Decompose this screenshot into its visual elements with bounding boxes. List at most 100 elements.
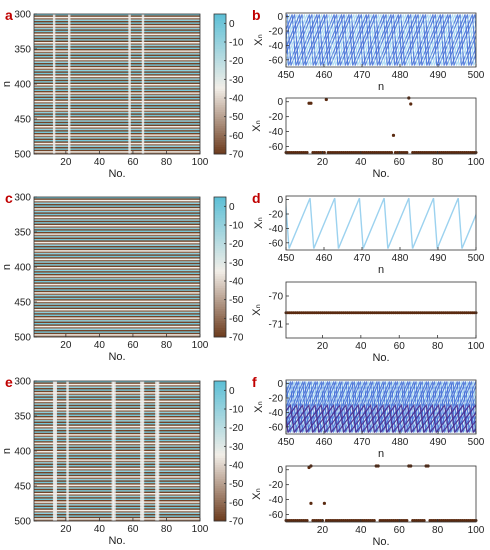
heatmap-row xyxy=(34,493,200,495)
colorbar-segment xyxy=(214,467,226,470)
heatmap-row xyxy=(34,316,200,318)
heatmap-column-cell xyxy=(111,504,115,506)
heatmap-column-cell xyxy=(52,39,56,41)
heatmap-column-cell xyxy=(111,487,115,489)
heatmap-column-cell xyxy=(52,470,56,472)
x-tick-label: 60 xyxy=(127,340,139,351)
heatmap-row xyxy=(34,514,200,516)
heatmap-column-cell xyxy=(140,465,143,467)
heatmap-row xyxy=(34,152,200,155)
heatmap-column-cell xyxy=(113,392,116,394)
heatmap-column-cell xyxy=(111,392,115,394)
heatmap-column-cell xyxy=(52,86,56,89)
heatmap-column-cell xyxy=(66,392,69,394)
colorbar-segment xyxy=(214,500,226,503)
heatmap-column-cell xyxy=(68,148,71,150)
heatmap-column-cell xyxy=(141,515,145,517)
heatmap-column-cell xyxy=(155,442,158,444)
heatmap-column-cell xyxy=(140,487,143,489)
heatmap-column-cell xyxy=(68,81,71,83)
heatmap-column-cell xyxy=(68,123,71,125)
heatmap-column-cell xyxy=(140,479,143,481)
y-tick-label: 0 xyxy=(277,12,283,23)
heatmap-column-cell xyxy=(54,453,57,456)
heatmap-row xyxy=(34,434,200,436)
heatmap-row xyxy=(34,313,200,315)
timeseries-f_top: 450 460 470 480 490 500 0 -20 -40 -60 n Xₙ xyxy=(253,379,485,460)
colorbar-segment xyxy=(214,411,226,414)
heatmap-row xyxy=(34,227,200,230)
heatmap-column-cell xyxy=(156,442,160,444)
heatmap-column-cell xyxy=(141,117,145,119)
heatmap-row xyxy=(34,226,200,228)
heatmap-column-cell xyxy=(52,114,56,117)
heatmap-column-cell xyxy=(140,448,143,450)
heatmap-row xyxy=(34,222,200,224)
series-line xyxy=(286,381,476,433)
y-tick-label: 500 xyxy=(14,333,31,344)
heatmap-row xyxy=(34,223,200,226)
heatmap-column-cell xyxy=(54,406,57,408)
heatmap-column-cell xyxy=(128,70,131,72)
colorbar-segment xyxy=(214,260,226,263)
heatmap-column-cell xyxy=(155,448,158,450)
heatmap-row xyxy=(34,417,200,419)
heatmap-column-cell xyxy=(155,437,158,439)
heatmap-row xyxy=(34,505,200,508)
colorbar-tick-label: -70 xyxy=(229,517,244,528)
heatmap-column-cell xyxy=(156,512,160,514)
colorbar-segment xyxy=(214,109,226,113)
heatmap-column-cell xyxy=(54,383,57,386)
heatmap-row xyxy=(34,75,200,78)
heatmap-column-cell xyxy=(155,462,158,464)
heatmap-column-cell xyxy=(140,501,143,503)
colorbar-segment xyxy=(214,285,226,289)
heatmap-row xyxy=(34,19,200,22)
x-tick-label: 100 xyxy=(192,157,209,168)
heatmap-column-cell xyxy=(155,487,158,489)
heatmap-column-cell xyxy=(155,406,158,408)
colorbar-segment xyxy=(214,416,226,419)
x-tick-label: 60 xyxy=(127,157,139,168)
heatmap-row xyxy=(34,22,200,24)
y-axis-label: n xyxy=(1,264,13,270)
colorbar-tick-label: -20 xyxy=(229,239,244,250)
heatmap-row xyxy=(34,504,200,506)
heatmap-column-cell xyxy=(128,137,131,139)
heatmap-row xyxy=(34,77,200,79)
series-line xyxy=(286,403,476,433)
heatmap-column-cell xyxy=(111,512,115,514)
heatmap-column-cell xyxy=(141,106,145,108)
colorbar-segment xyxy=(214,288,226,291)
heatmap-row xyxy=(34,310,200,312)
heatmap-column-cell xyxy=(155,411,158,414)
x-tick-label: 20 xyxy=(317,157,329,168)
heatmap-row xyxy=(34,229,200,231)
colorbar-segment xyxy=(214,28,226,31)
heatmap-column-cell xyxy=(141,56,145,58)
heatmap-row xyxy=(34,406,200,408)
colorbar-segment xyxy=(214,243,226,247)
colorbar-segment xyxy=(214,334,226,338)
heatmap-column-cell xyxy=(128,47,131,49)
heatmap-column-cell xyxy=(141,389,145,391)
colorbar-segment xyxy=(214,81,226,85)
heatmap-column-cell xyxy=(128,33,131,35)
heatmap-row xyxy=(34,212,200,214)
heatmap-row xyxy=(34,244,200,247)
heatmap-column-cell xyxy=(113,476,116,478)
colorbar-tick-label: -40 xyxy=(229,94,244,105)
heatmap-column-cell xyxy=(156,501,160,503)
x-tick-label: 100 xyxy=(468,341,485,352)
heatmap-column-cell xyxy=(128,98,131,100)
heatmap-row xyxy=(34,57,200,59)
heatmap-column-cell xyxy=(52,53,56,55)
heatmap-row xyxy=(34,105,200,107)
y-tick-label: -40 xyxy=(269,495,284,506)
colorbar-segment xyxy=(214,392,226,396)
y-axis-label: Xₙ xyxy=(251,304,263,316)
colorbar-segment xyxy=(214,509,226,512)
heatmap-column-cell xyxy=(52,142,56,145)
colorbar-segment xyxy=(214,241,226,244)
heatmap-column-cell xyxy=(111,479,115,481)
